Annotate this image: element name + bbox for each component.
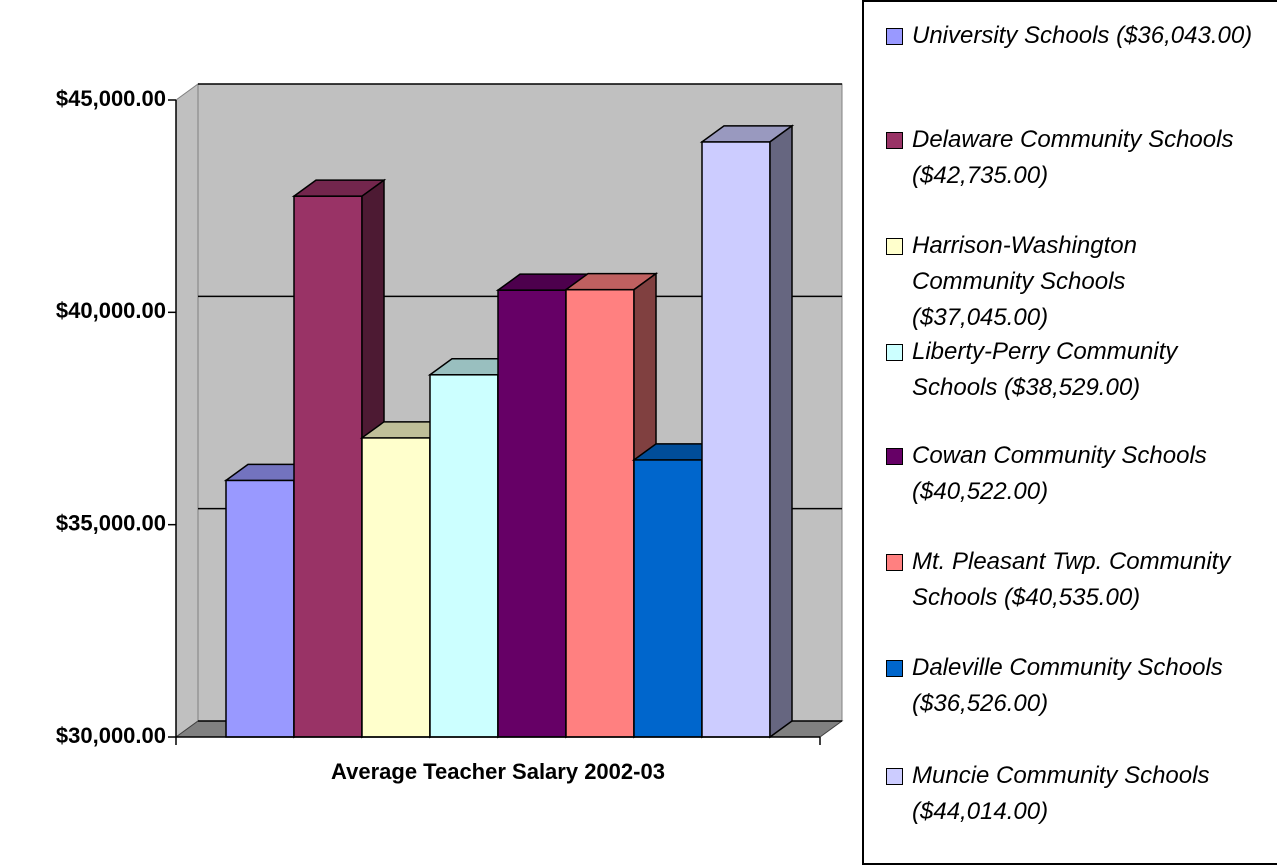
bar-front xyxy=(701,141,771,738)
legend-entry: Liberty-Perry Community Schools ($38,529… xyxy=(884,334,1259,406)
legend-entry: Cowan Community Schools ($40,522.00) xyxy=(884,438,1259,510)
x-category-label: Average Teacher Salary 2002-03 xyxy=(331,759,665,784)
legend-label: Cowan Community Schools ($40,522.00) xyxy=(912,442,1207,505)
legend-entry: Delaware Community Schools ($42,735.00) xyxy=(884,122,1259,194)
legend-marker xyxy=(886,344,903,361)
legend: University Schools ($36,043.00) Delaware … xyxy=(862,0,1277,865)
legend-marker xyxy=(886,28,903,45)
y-tick-label: $45,000.00 xyxy=(56,86,166,111)
legend-marker xyxy=(886,132,903,149)
bar-front xyxy=(225,479,295,738)
bar-front xyxy=(361,437,431,738)
legend-marker xyxy=(886,554,903,571)
legend-label: Muncie Community Schools ($44,014.00) xyxy=(912,762,1210,825)
legend-entry: Harrison-Washington Community Schools ($… xyxy=(884,228,1259,336)
y-tick-label: $40,000.00 xyxy=(56,298,166,323)
legend-marker xyxy=(886,768,903,785)
legend-marker xyxy=(886,448,903,465)
bar-side xyxy=(769,124,793,739)
legend-label: Harrison-Washington Community Schools ($… xyxy=(912,232,1137,331)
y-tick-label: $35,000.00 xyxy=(56,510,166,535)
chart: $30,000.00 $35,000.00 $40,000.00 $45,000.00… xyxy=(56,83,844,784)
legend-entry: Muncie Community Schools ($44,014.00) xyxy=(884,758,1259,830)
legend-marker xyxy=(886,660,903,677)
side-wall xyxy=(175,83,199,738)
legend-label: Delaware Community Schools ($42,735.00) xyxy=(912,126,1234,189)
legend-label: Liberty-Perry Community Schools ($38,529… xyxy=(912,338,1178,401)
legend-label: Daleville Community Schools ($36,526.00) xyxy=(912,654,1223,717)
bar-front xyxy=(633,459,703,738)
legend-label: Mt. Pleasant Twp. Community Schools ($40… xyxy=(912,548,1231,611)
bar-front xyxy=(293,195,363,738)
legend-entry: University Schools ($36,043.00) xyxy=(884,18,1259,54)
bar-front xyxy=(497,289,567,738)
bar-front xyxy=(429,374,499,738)
legend-marker xyxy=(886,238,903,255)
y-tick-label: $30,000.00 xyxy=(56,723,166,748)
legend-entry: Daleville Community Schools ($36,526.00) xyxy=(884,650,1259,722)
legend-entry: Mt. Pleasant Twp. Community Schools ($40… xyxy=(884,544,1259,616)
legend-label: University Schools ($36,043.00) xyxy=(912,22,1253,49)
bar-front xyxy=(565,288,635,738)
